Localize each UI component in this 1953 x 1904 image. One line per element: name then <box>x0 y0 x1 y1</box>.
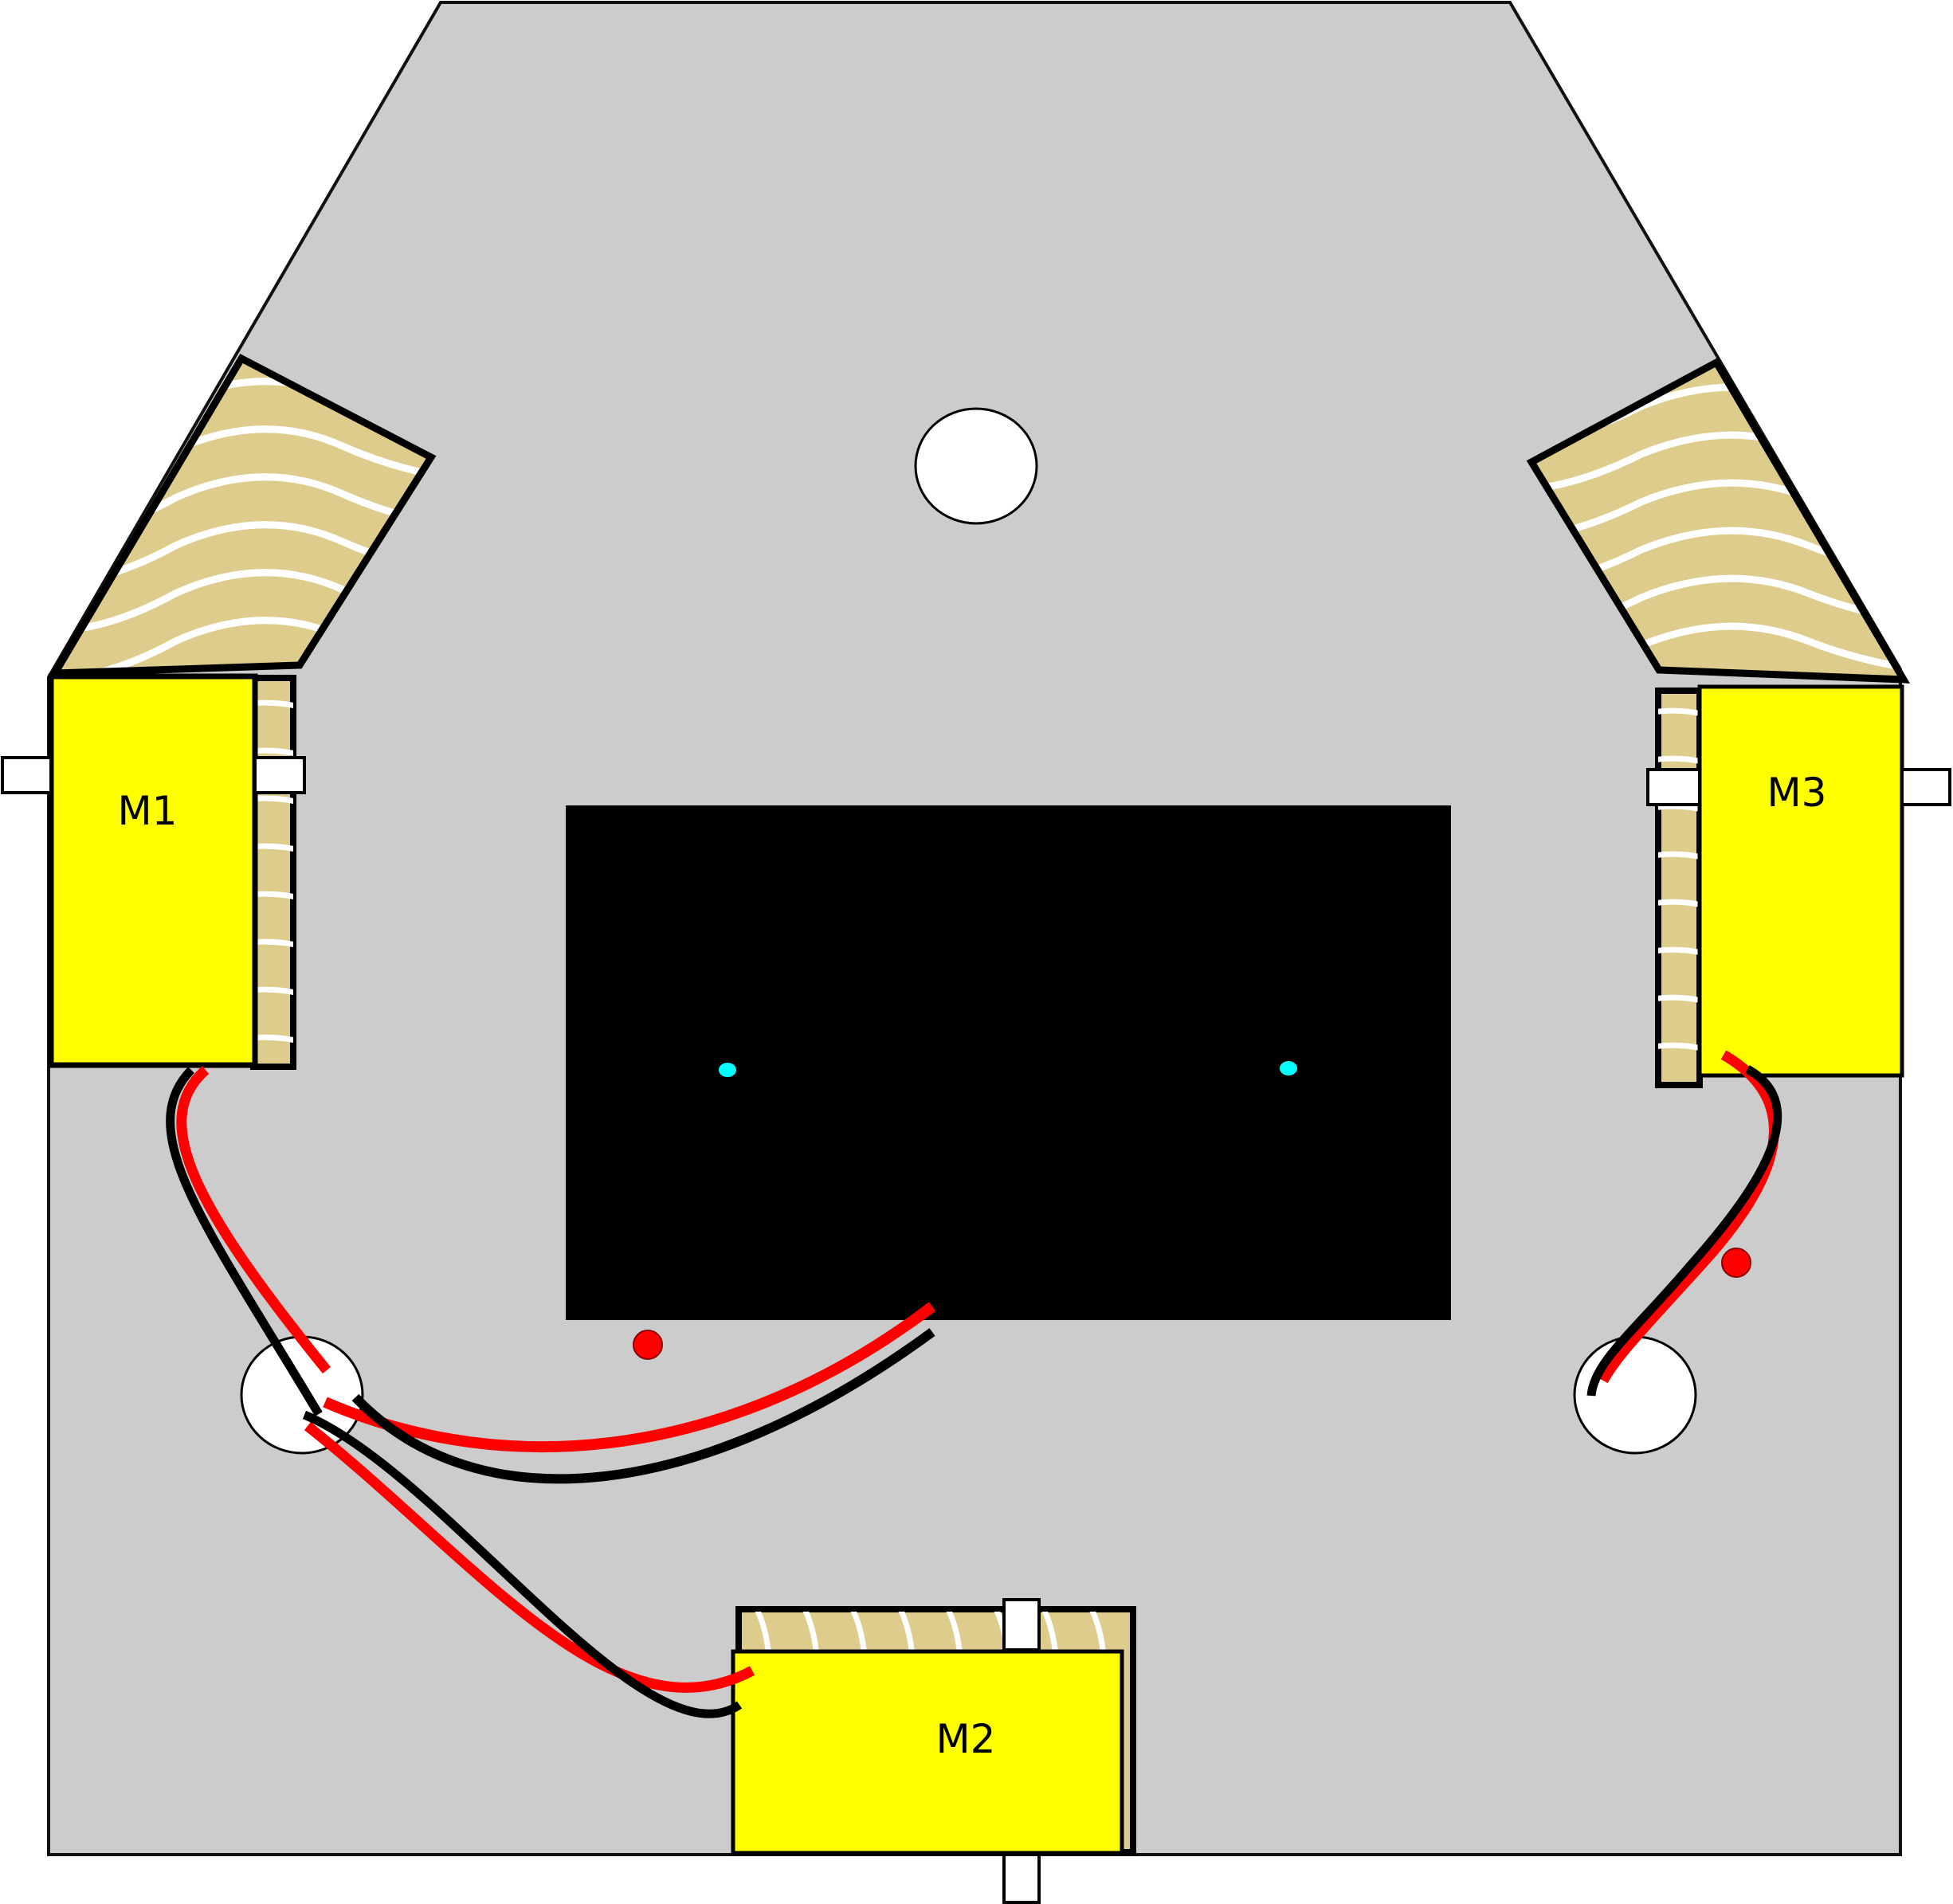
motor-m1-label: M1 <box>118 788 178 834</box>
board-led-left <box>719 1063 736 1077</box>
motor-m2-body <box>731 1649 1124 1855</box>
wire-board <box>323 1302 936 1484</box>
front-caster-hole <box>914 407 1038 525</box>
motor-m2-shaft-bottom <box>1002 1853 1041 1904</box>
board-led-right <box>1280 1061 1297 1075</box>
wire-m1 <box>166 1066 331 1416</box>
motor-m3-body <box>1697 684 1904 1078</box>
wood-strip-m1 <box>250 675 296 1070</box>
motor-m1-assembly: M1 <box>1 673 306 1070</box>
motor-m2-assembly: M2 <box>731 1598 1136 1904</box>
motor-m3-assembly: M3 <box>1646 684 1951 1088</box>
motor-m2-label: M2 <box>936 1716 996 1762</box>
motor-m1-shaft-outer <box>1 756 53 794</box>
motor-m3-shaft-outer <box>1900 768 1951 806</box>
control-board <box>566 805 1451 1320</box>
motor-m3-shaft-inner <box>1646 768 1701 806</box>
motor-m1-body <box>48 673 258 1068</box>
motor-m1-shaft-inner <box>253 756 306 794</box>
marker-dot-right <box>1721 1248 1751 1278</box>
wire-m2 <box>302 1410 755 1718</box>
motor-m3-label: M3 <box>1767 770 1827 816</box>
marker-dot-left <box>633 1330 663 1360</box>
motor-m2-shaft-top <box>1002 1598 1041 1651</box>
wire-m3 <box>1586 1050 1782 1397</box>
